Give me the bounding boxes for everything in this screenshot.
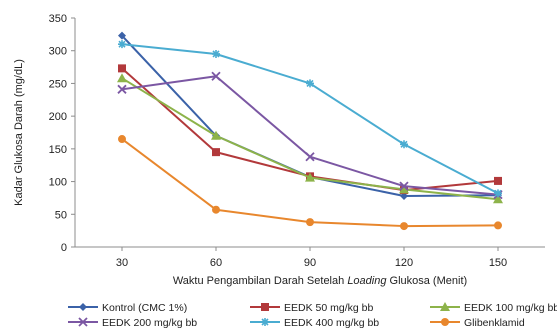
x-axis-ticks: 30 60 90 120 150 [116,247,507,269]
legend-label: Kontrol (CMC 1%) [102,302,187,314]
axes [74,18,545,248]
x-tick-label: 30 [116,257,128,269]
legend-label: EEDK 200 mg/kg bb [102,317,197,329]
legend-item: Kontrol (CMC 1%) [68,302,187,314]
data-point-x [305,152,315,162]
data-point-star [306,79,314,88]
data-point-circle [118,135,126,144]
y-tick-label: 300 [49,46,67,58]
legend-item: EEDK 50 mg/kg bb [250,302,373,314]
data-point-square [212,148,220,157]
data-point-triangle [493,194,503,204]
x-axis-label: Waktu Pengambilan Darah Setelah Loading … [173,275,467,287]
series-line [121,138,499,228]
data-point-x [399,181,409,191]
legend-item: EEDK 100 mg/kg bb [430,302,557,314]
data-point-triangle [440,302,450,311]
data-point-square [494,176,502,185]
data-point-diamond [79,303,87,311]
data-point-square [118,64,126,73]
series-star [118,40,502,198]
data-point-triangle [211,130,221,140]
legend: Kontrol (CMC 1%) EEDK 50 mg/kg bb EEDK 100… [68,302,557,329]
legend-item: EEDK 200 mg/kg bb [68,317,197,329]
data-point-circle [400,222,408,231]
data-point-star [261,318,269,326]
data-point-diamond [118,31,126,40]
legend-label: EEDK 100 mg/kg bb [464,302,557,314]
series-layer [117,31,503,231]
legend-label: Glibenklamid [464,317,525,329]
data-point-circle [212,205,220,214]
y-axis-label: Kadar Glukosa Darah (mg/dL) [13,59,25,206]
data-point-triangle [399,184,409,194]
data-point-square [261,303,269,311]
y-tick-label: 200 [49,111,67,123]
x-tick-label: 90 [304,257,316,269]
data-point-x [78,317,88,327]
data-point-circle [306,218,314,227]
data-point-star [212,49,220,58]
data-point-star [118,40,126,49]
x-axis-label-suffix: Glukosa (Menit) [386,275,467,287]
data-point-triangle [305,172,315,182]
x-tick-label: 120 [395,257,413,269]
x-tick-label: 60 [210,257,222,269]
legend-label: EEDK 400 mg/kg bb [284,317,379,329]
series-x [117,71,503,200]
data-point-star [494,189,502,198]
legend-item: Glibenklamid [430,317,525,329]
y-tick-label: 0 [61,242,67,254]
data-point-circle [494,221,502,230]
data-point-star [400,140,408,149]
x-tick-label: 150 [489,257,507,269]
data-point-x [211,71,221,81]
legend-label: EEDK 50 mg/kg bb [284,302,373,314]
x-axis-label-prefix: Waktu Pengambilan Darah Setelah [173,275,347,287]
y-tick-label: 50 [55,209,67,221]
series-circle [118,135,502,231]
series-triangle [117,73,503,204]
series-line [121,34,499,197]
data-point-x [117,84,127,94]
legend-item: EEDK 400 mg/kg bb [250,317,379,329]
data-point-triangle [117,73,127,83]
y-tick-label: 150 [49,144,67,156]
data-point-circle [441,318,449,326]
y-tick-label: 100 [49,177,67,189]
x-axis-label-emphasis: Loading [347,275,387,287]
y-tick-label: 350 [49,13,67,25]
y-axis-ticks: 0 50 100 150 200 250 300 350 [49,13,75,254]
y-tick-label: 250 [49,78,67,90]
